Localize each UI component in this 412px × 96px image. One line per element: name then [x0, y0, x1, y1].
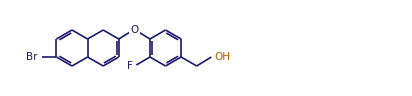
Text: O: O — [130, 25, 138, 35]
Text: F: F — [127, 61, 133, 71]
Text: Br: Br — [26, 52, 37, 62]
Text: OH: OH — [214, 52, 230, 62]
